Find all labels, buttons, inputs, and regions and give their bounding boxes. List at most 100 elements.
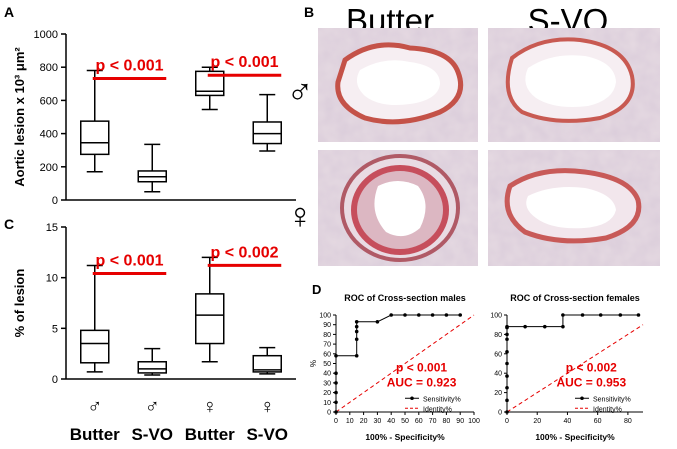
sensitivity-point [458, 313, 463, 317]
y-tick-label: 40 [494, 371, 502, 378]
roc-females-x-axis-label: 100% - Specificity% [535, 432, 615, 442]
p-value-label: p < 0.002 [210, 244, 278, 261]
identity-line [506, 324, 644, 413]
legend-marker-sensitivity [410, 396, 414, 401]
sensitivity-point [334, 353, 338, 358]
identity-line [335, 314, 475, 413]
panel-letter-d: D [312, 282, 321, 297]
y-tick-label: 400 [40, 129, 58, 141]
sensitivity-point [403, 313, 407, 317]
roc-females-title: ROC of Cross-section females [510, 293, 640, 303]
sensitivity-point [505, 350, 509, 354]
y-tick-label: 1000 [34, 29, 58, 41]
sex-symbol: ♀ [260, 396, 275, 418]
x-tick-label: 60 [594, 418, 602, 425]
sensitivity-point [505, 324, 509, 329]
x-tick-label: 70 [429, 418, 437, 425]
sensitivity-point [334, 381, 338, 385]
x-tick-label: 40 [564, 418, 572, 425]
y-tick-label: 60 [494, 351, 502, 358]
y-tick-label: 10 [46, 273, 58, 285]
y-tick-label: 30 [323, 380, 331, 387]
roc-males-x-axis-label: 100% - Specificity% [365, 432, 445, 442]
box [252, 354, 282, 373]
y-tick-label: 90 [323, 322, 331, 329]
panel-a-y-axis-label: Aortic lesion x 10³ μm² [12, 47, 27, 187]
box [80, 120, 110, 156]
histology-female-svo [488, 150, 660, 266]
x-tick-label: 90 [456, 418, 464, 425]
sensitivity-point [580, 313, 585, 317]
x-tick-label: 50 [401, 418, 409, 425]
y-tick-label: 50 [323, 361, 331, 368]
y-tick-label: 200 [40, 162, 58, 174]
sensitivity-point [505, 337, 509, 342]
sensitivity-point [542, 324, 547, 329]
sensitivity-point [505, 385, 509, 390]
y-tick-label: 10 [323, 400, 331, 407]
panel-letter-a: A [4, 4, 14, 20]
x-tick-label: 80 [443, 418, 451, 425]
sensitivity-point [354, 353, 359, 358]
sensitivity-point [505, 361, 509, 366]
y-tick-label: 100 [319, 313, 331, 320]
y-tick-label: 0 [498, 410, 502, 417]
group-label: S-VO [131, 425, 173, 444]
sensitivity-point [598, 313, 603, 317]
y-tick-label: 20 [494, 390, 502, 397]
sensitivity-point [334, 400, 338, 405]
sensitivity-point [354, 324, 359, 329]
box [252, 121, 282, 145]
x-tick-label: 60 [415, 418, 423, 425]
group-label: Butter [70, 425, 120, 444]
y-tick-label: 40 [323, 371, 331, 378]
panel-a-boxplot: 0 200 400 600 800 1000 Aortic lesion x 10³ μm²… [12, 29, 296, 207]
y-tick-label: 15 [46, 222, 58, 234]
panel-letter-b: B [304, 4, 314, 20]
roc-females-p-value: p < 0.002 [566, 360, 617, 374]
y-tick-label: 80 [494, 332, 502, 339]
roc-males-auc: AUC = 0.923 [387, 375, 457, 389]
roc-females: ROC of Cross-section females 0 20 40 60 80 100… [490, 293, 644, 442]
sensitivity-point [334, 371, 338, 376]
y-tick-label: 5 [52, 323, 58, 335]
sensitivity-point [561, 313, 565, 317]
sensitivity-point [354, 329, 359, 334]
y-tick-label: 800 [40, 62, 58, 74]
legend-label-identity: Identity% [593, 406, 622, 413]
box [195, 293, 225, 345]
x-tick-label: 100 [468, 418, 480, 425]
histology-female-butter [318, 150, 478, 266]
y-tick-label: 0 [52, 374, 58, 386]
sensitivity-point [430, 313, 435, 317]
male-symbol: ♂ [287, 71, 314, 112]
sensitivity-point [505, 374, 509, 378]
sensitivity-point [561, 324, 565, 329]
x-tick-label: 30 [374, 418, 382, 425]
y-tick-label: 70 [323, 342, 331, 349]
sensitivity-point [505, 398, 509, 403]
sensitivity-point [389, 313, 394, 317]
y-tick-label: 0 [327, 410, 331, 417]
x-tick-label: 40 [387, 418, 395, 425]
box [80, 329, 110, 364]
y-tick-label: 0 [52, 195, 58, 207]
sex-symbol: ♂ [145, 396, 160, 418]
y-tick-label: 60 [323, 351, 331, 358]
histology-male-butter [318, 28, 478, 142]
x-tick-label: 10 [346, 418, 354, 425]
y-tick-label: 600 [40, 95, 58, 107]
sensitivity-point [375, 319, 380, 324]
sensitivity-point [618, 313, 623, 317]
panel-letter-c: C [4, 216, 14, 232]
y-tick-label: 100 [490, 313, 502, 320]
sensitivity-point [354, 319, 359, 324]
y-tick-label: 80 [323, 332, 331, 339]
group-label: S-VO [246, 425, 288, 444]
x-tick-label: 20 [533, 418, 541, 425]
roc-males-y-axis-label: % [309, 360, 318, 367]
roc-females-auc: AUC = 0.953 [556, 375, 626, 389]
sensitivity-point [417, 313, 421, 317]
female-symbol: ♀ [287, 195, 314, 236]
